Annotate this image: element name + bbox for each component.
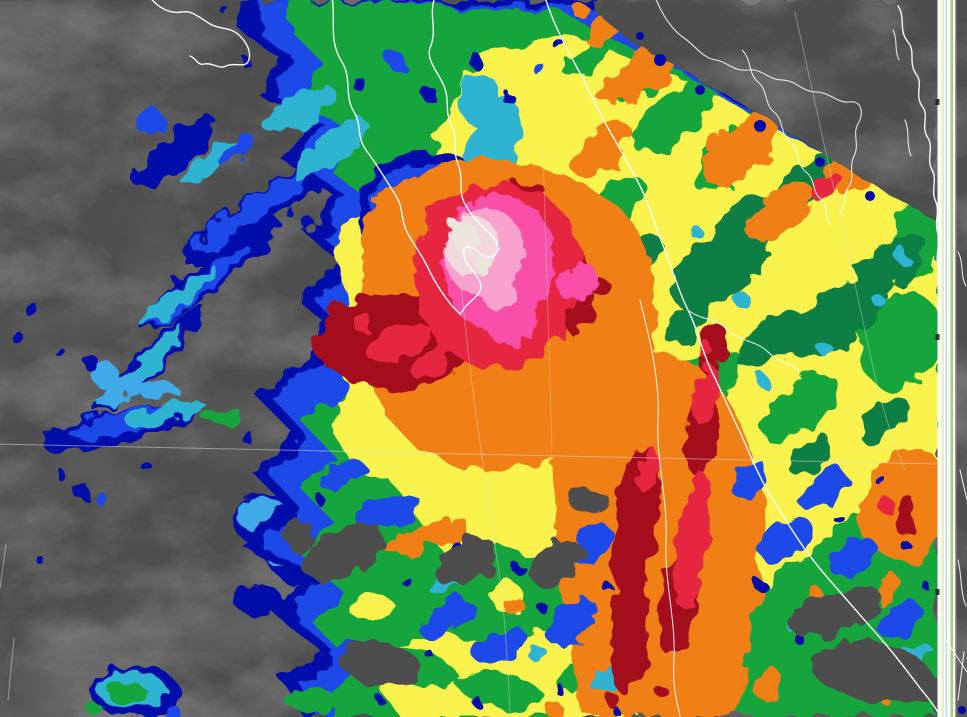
right-margin-strip [945,0,967,717]
state-border-2 [741,49,831,225]
baja-east-coastline [428,0,499,315]
graticule-overlay [0,11,939,717]
layer-eyewall-core [442,196,599,346]
margin-coast-4 [945,639,967,673]
baja-west-coastline [331,0,461,315]
coastline-overlay [151,0,941,717]
band-tick-1 [935,99,940,105]
band-tick-3 [935,589,940,595]
margin-coast-1 [957,251,967,287]
band-gray-stripe [955,0,957,717]
band-tick-2 [935,334,940,340]
vizcaino-coastline [151,0,251,68]
state-border-4 [687,309,801,373]
band-yellow-stripe [941,0,944,717]
state-border-1 [655,0,862,215]
margin-coast-5 [957,651,965,701]
band-cyan-stripe [945,0,947,717]
margin-coast-2 [959,469,967,501]
layer-south-mottle [284,459,946,714]
barrier-island-1 [892,29,900,61]
state-border-3 [639,299,681,717]
mainland-coastline [545,0,941,717]
sector-boundary-band [935,0,959,717]
margin-coast-3 [957,559,967,607]
barrier-island-2 [904,119,912,157]
gulf-coastline [897,5,940,267]
band-green-stripe [950,0,953,717]
